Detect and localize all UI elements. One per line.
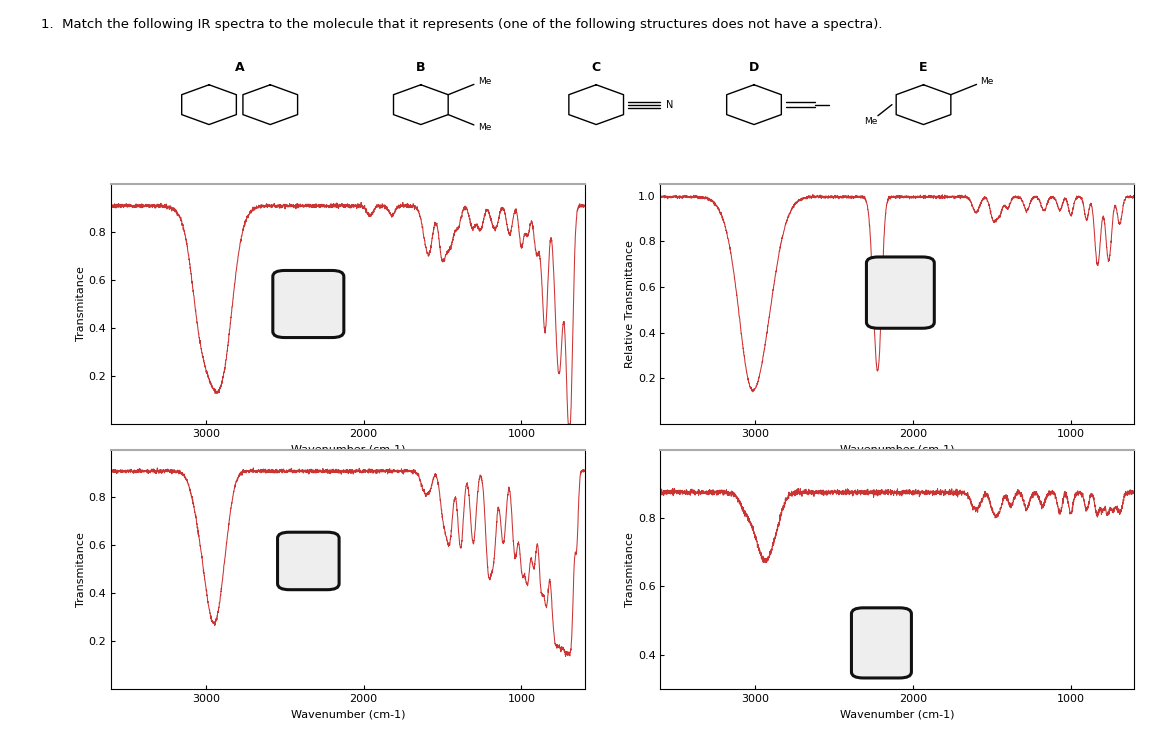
X-axis label: Wavenumber (cm-1): Wavenumber (cm-1)	[291, 710, 404, 719]
Text: A: A	[235, 60, 244, 74]
X-axis label: Wavenumber (cm-1): Wavenumber (cm-1)	[841, 710, 954, 719]
Text: C: C	[592, 60, 601, 74]
FancyBboxPatch shape	[851, 608, 912, 678]
Y-axis label: Transmitance: Transmitance	[76, 532, 85, 607]
FancyBboxPatch shape	[272, 270, 344, 338]
Text: 1.  Match the following IR spectra to the molecule that it represents (one of th: 1. Match the following IR spectra to the…	[41, 18, 883, 32]
Text: Me: Me	[478, 123, 491, 133]
Y-axis label: Transmitance: Transmitance	[76, 267, 85, 341]
FancyBboxPatch shape	[277, 532, 339, 590]
Text: E: E	[919, 60, 928, 74]
Text: N: N	[666, 99, 673, 110]
Text: Me: Me	[864, 117, 878, 126]
X-axis label: Wavenumber (cm-1): Wavenumber (cm-1)	[291, 444, 404, 454]
Text: Me: Me	[981, 77, 994, 86]
Y-axis label: Transmitance: Transmitance	[625, 532, 635, 607]
FancyBboxPatch shape	[866, 257, 934, 328]
X-axis label: Wavenumber (cm-1): Wavenumber (cm-1)	[841, 444, 954, 454]
Text: B: B	[416, 60, 426, 74]
Text: D: D	[749, 60, 759, 74]
Y-axis label: Relative Transmittance: Relative Transmittance	[625, 240, 635, 368]
Text: Me: Me	[478, 77, 491, 86]
